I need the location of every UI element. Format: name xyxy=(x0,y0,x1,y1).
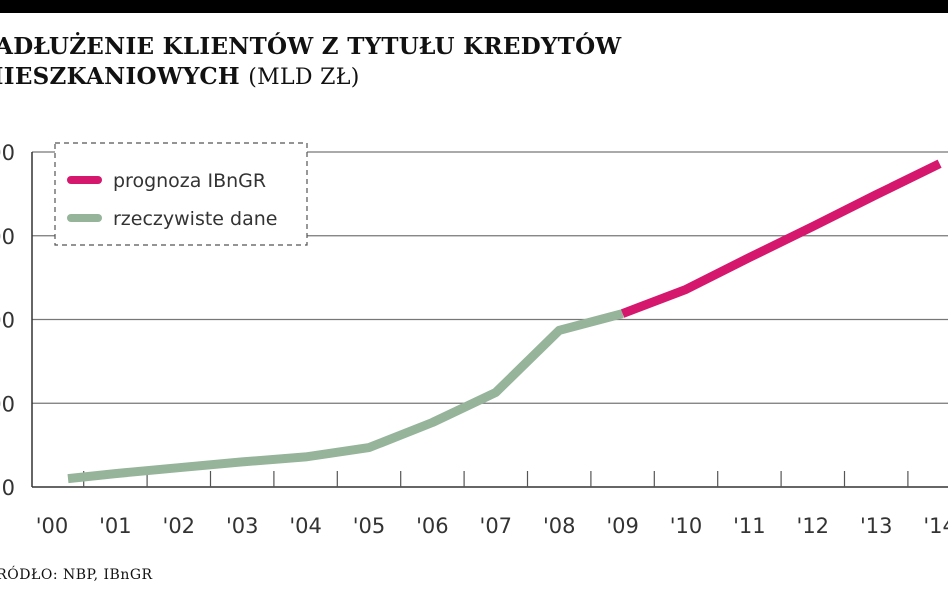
y-tick-label: 0 xyxy=(2,476,15,500)
y-tick-label: 100 xyxy=(0,392,15,416)
series-line-actual xyxy=(67,309,624,484)
x-tick-label: '10 xyxy=(670,514,703,538)
source-note: ŹRÓDŁO: NBP, IBnGR xyxy=(0,567,153,583)
y-tick-label: 200 xyxy=(0,309,15,333)
x-tick-label: '06 xyxy=(416,514,449,538)
y-tick-label: 400 xyxy=(0,141,15,165)
legend-label: rzeczywiste dane xyxy=(113,208,277,230)
y-tick-label: 300 xyxy=(0,225,15,249)
x-tick-label: '12 xyxy=(797,514,830,538)
x-tick-label: '13 xyxy=(860,514,893,538)
chart-title-line2-text: MIESZKANIOWYCH xyxy=(0,63,240,90)
x-tick-label: '01 xyxy=(99,514,132,538)
x-tick-label: '11 xyxy=(733,514,766,538)
x-tick-label: '05 xyxy=(353,514,386,538)
x-tick-label: '09 xyxy=(606,514,639,538)
x-tick-label: '00 xyxy=(36,514,69,538)
chart-title-line2: MIESZKANIOWYCH (MLD ZŁ) xyxy=(0,63,360,90)
chart-title: ZADŁUŻENIE KLIENTÓW Z TYTUŁU KREDYTÓW xyxy=(0,33,622,60)
x-tick-label: '07 xyxy=(480,514,513,538)
x-tick-label: '02 xyxy=(163,514,196,538)
legend-box xyxy=(54,142,308,246)
x-tick-label: '14 xyxy=(923,514,948,538)
x-tick-label: '03 xyxy=(226,514,259,538)
legend-label: prognoza IBnGR xyxy=(113,170,266,192)
chart-unit: (MLD ZŁ) xyxy=(248,65,360,90)
top-black-bar xyxy=(0,0,948,13)
series-line-forecast xyxy=(620,159,942,318)
x-tick-label: '08 xyxy=(543,514,576,538)
x-tick-label: '04 xyxy=(289,514,322,538)
